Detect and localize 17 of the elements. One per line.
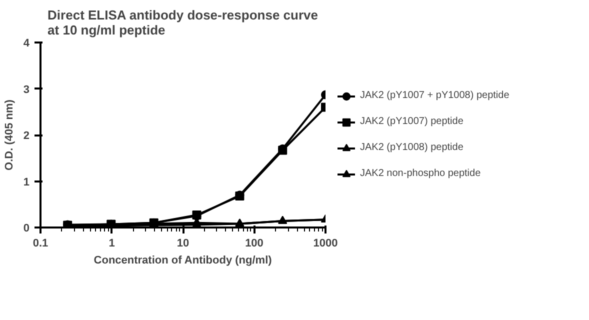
- x-axis-title: Concentration of Antibody (ng/ml): [94, 254, 272, 266]
- y-tick-label: 0: [23, 222, 30, 234]
- x-tick-label: 10: [176, 238, 190, 250]
- legend-label: JAK2 (pY1007) peptide: [360, 116, 464, 127]
- x-tick-label: 0.1: [32, 238, 48, 250]
- y-tick-label: 1: [23, 176, 30, 188]
- chart-title: Direct ELISA antibody dose-response curve at 10 ng/ml peptide: [48, 8, 318, 38]
- x-tick-label: 1: [108, 238, 115, 250]
- x-tick-label: 1000: [313, 238, 338, 250]
- x-tick-label: 100: [245, 238, 264, 250]
- legend-label: JAK2 (pY1007 + pY1008) peptide: [360, 90, 510, 101]
- y-tick-label: 3: [23, 84, 30, 96]
- legend-label: JAK2 (pY1008) peptide: [360, 142, 464, 153]
- y-tick-label: 4: [23, 38, 30, 50]
- y-axis-title: O.D. (405 nm): [3, 99, 16, 170]
- legend-label: JAK2 non-phospho peptide: [360, 168, 481, 179]
- y-tick-label: 2: [23, 130, 30, 142]
